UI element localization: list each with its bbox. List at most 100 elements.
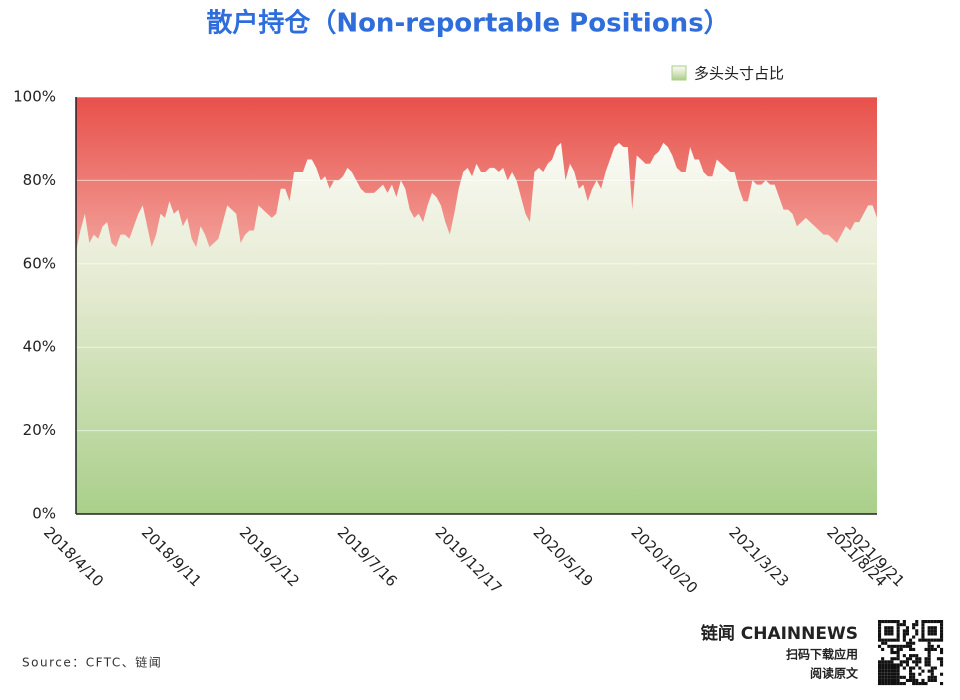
qr-cell (915, 682, 919, 686)
qr-cell (909, 672, 913, 676)
qr-cell (878, 669, 882, 673)
qr-cell (881, 672, 885, 676)
qr-cell (933, 620, 937, 624)
qr-cell (918, 638, 922, 642)
qr-cell (927, 632, 931, 636)
y-tick-label: 40% (23, 338, 56, 356)
qr-cell (930, 669, 934, 673)
qr-cell (890, 660, 894, 664)
qr-cell (890, 629, 894, 633)
qr-cell (909, 654, 913, 658)
qr-cell (924, 663, 928, 667)
qr-cell (881, 675, 885, 679)
qr-cell (940, 651, 944, 655)
qr-cell (927, 647, 931, 651)
qr-cell (915, 678, 919, 682)
qr-cell (912, 682, 916, 686)
qr-cell (902, 682, 906, 686)
legend-swatch (671, 65, 687, 81)
qr-cell (912, 672, 916, 676)
qr-cell (896, 663, 900, 667)
qr-cell (896, 647, 900, 651)
qr-cell (902, 638, 906, 642)
qr-cell (912, 666, 916, 670)
qr-cell (887, 644, 891, 648)
legend-label: 多头头寸占比 (694, 65, 784, 83)
y-tick-label: 0% (32, 505, 56, 523)
qr-cell (936, 620, 940, 624)
qr-cell (905, 660, 909, 664)
qr-caption: 阅读原文 (810, 666, 859, 681)
qr-cell (890, 632, 894, 636)
x-tick-label: 2019/7/16 (334, 523, 401, 590)
qr-cell (936, 644, 940, 648)
qr-cell (927, 638, 931, 642)
qr-cell (890, 675, 894, 679)
qr-cell (927, 620, 931, 624)
brand: 链闻 CHAINNEWS (701, 623, 858, 644)
qr-cell (884, 620, 888, 624)
qr-cell (896, 654, 900, 658)
qr-cell (924, 660, 928, 664)
qr-cell (940, 660, 944, 664)
qr-cell (878, 666, 882, 670)
qr-cell (896, 638, 900, 642)
qr-cell (909, 678, 913, 682)
qr-cell (902, 635, 906, 639)
qr-cell (927, 644, 931, 648)
qr-cell (896, 675, 900, 679)
qr-cell (881, 647, 885, 651)
qr-cell (896, 629, 900, 633)
qr-cell (921, 629, 925, 633)
x-tick-label: 2019/12/17 (432, 523, 506, 597)
qr-cell (936, 638, 940, 642)
qr-cell (915, 632, 919, 636)
qr-cell (899, 623, 903, 627)
qr-cell (940, 672, 944, 676)
qr-cell (905, 644, 909, 648)
qr-cell (930, 626, 934, 630)
qr-cell (930, 644, 934, 648)
qr-cell (878, 663, 882, 667)
qr-cell (905, 641, 909, 645)
qr-cell (887, 682, 891, 686)
qr-cell (902, 666, 906, 670)
qr-cell (884, 675, 888, 679)
qr-cell (890, 620, 894, 624)
qr-cell (896, 635, 900, 639)
qr-cell (921, 682, 925, 686)
qr-cell (912, 623, 916, 627)
qr-cell (915, 629, 919, 633)
qr-cell (890, 638, 894, 642)
qr-cell (921, 632, 925, 636)
qr-cell (933, 632, 937, 636)
qr-cell (890, 644, 894, 648)
qr-cell (918, 666, 922, 670)
qr-cell (927, 675, 931, 679)
qr-cell (878, 660, 882, 664)
qr-cell (878, 620, 882, 624)
qr-cell (912, 675, 916, 679)
x-tick-label: 2018/4/10 (40, 523, 107, 590)
qr-cell (924, 682, 928, 686)
qr-cell (884, 641, 888, 645)
qr-cell (930, 647, 934, 651)
qr-cell (899, 675, 903, 679)
qr-cell (902, 632, 906, 636)
y-tick-label: 20% (23, 421, 56, 439)
qr-cell (927, 651, 931, 655)
qr-cell (884, 669, 888, 673)
qr-cell (878, 682, 882, 686)
qr-cell (921, 620, 925, 624)
qr-cell (927, 660, 931, 664)
qr-cell (940, 620, 944, 624)
qr-cell (896, 669, 900, 673)
qr-cell (905, 632, 909, 636)
qr-cell (924, 620, 928, 624)
qr-cell (887, 666, 891, 670)
qr-cell (890, 651, 894, 655)
qr-cell (887, 678, 891, 682)
qr-cell (884, 666, 888, 670)
qr-cell (878, 672, 882, 676)
qr-cell (940, 647, 944, 651)
